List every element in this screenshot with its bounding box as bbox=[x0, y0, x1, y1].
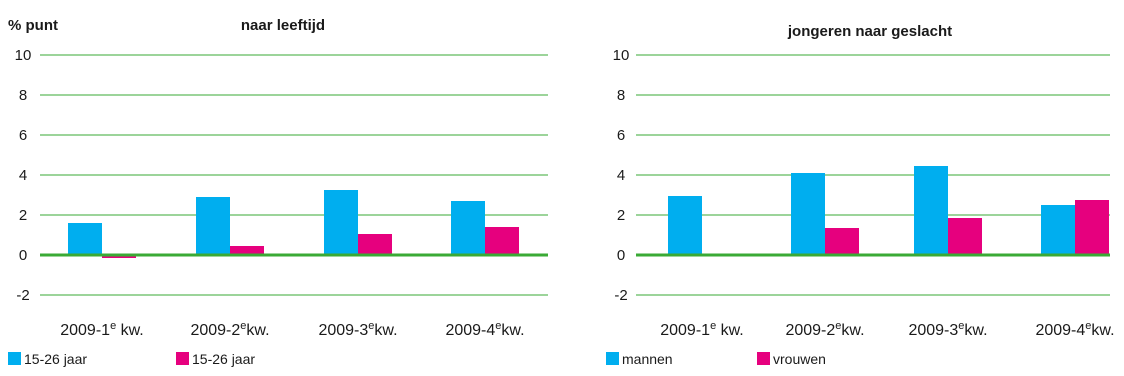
bar-series-2 bbox=[358, 234, 392, 255]
y-tick-label: 2 bbox=[19, 207, 27, 224]
legend-label: 15-26 jaar bbox=[192, 351, 255, 367]
bar-series-1 bbox=[196, 197, 230, 255]
x-tick-label: 2009-3ekw. bbox=[908, 320, 987, 339]
y-tick-label: 6 bbox=[19, 127, 27, 144]
x-tick-label: 2009-4ekw. bbox=[445, 320, 524, 339]
bar-series-1 bbox=[791, 173, 825, 255]
y-axis-label: % punt bbox=[8, 17, 58, 34]
bar-series-1 bbox=[668, 196, 702, 255]
bar-series-2 bbox=[230, 246, 264, 255]
x-tick-label: 2009-4ekw. bbox=[1035, 320, 1114, 339]
y-tick-label: -2 bbox=[16, 287, 29, 304]
y-tick-label: 4 bbox=[617, 167, 625, 184]
bar-series-1 bbox=[914, 166, 948, 255]
bar-series-1 bbox=[324, 190, 358, 255]
bar-series-2 bbox=[485, 227, 519, 255]
y-tick-label: 0 bbox=[617, 247, 625, 264]
y-tick-label: 10 bbox=[15, 47, 32, 64]
x-tick-label: 2009-2ekw. bbox=[190, 320, 269, 339]
chart-panel-1 bbox=[8, 54, 548, 365]
bar-series-2 bbox=[948, 218, 982, 255]
y-tick-label: 0 bbox=[19, 247, 27, 264]
bar-series-1 bbox=[1041, 205, 1075, 255]
legend-label: vrouwen bbox=[773, 351, 826, 367]
bar-series-2 bbox=[1075, 200, 1109, 255]
y-tick-label: 2 bbox=[617, 207, 625, 224]
legend-swatch bbox=[757, 352, 770, 365]
chart-panel-2 bbox=[606, 54, 1110, 365]
bar-series-1 bbox=[451, 201, 485, 255]
chart-title: jongeren naar geslacht bbox=[787, 23, 952, 40]
bar-series-1 bbox=[68, 223, 102, 255]
legend-label: mannen bbox=[622, 351, 673, 367]
y-tick-label: 6 bbox=[617, 127, 625, 144]
legend-swatch bbox=[176, 352, 189, 365]
chart-title: naar leeftijd bbox=[241, 17, 325, 34]
x-tick-label: 2009-1e kw. bbox=[660, 320, 744, 339]
bar-series-2 bbox=[825, 228, 859, 255]
x-tick-label: 2009-3ekw. bbox=[318, 320, 397, 339]
legend-swatch bbox=[606, 352, 619, 365]
x-tick-label: 2009-2ekw. bbox=[785, 320, 864, 339]
y-tick-label: 8 bbox=[19, 87, 27, 104]
legend-swatch bbox=[8, 352, 21, 365]
legend-label: 15-26 jaar bbox=[24, 351, 87, 367]
y-tick-label: 10 bbox=[613, 47, 630, 64]
y-tick-label: 4 bbox=[19, 167, 27, 184]
y-tick-label: -2 bbox=[614, 287, 627, 304]
y-tick-label: 8 bbox=[617, 87, 625, 104]
x-tick-label: 2009-1e kw. bbox=[60, 320, 144, 339]
